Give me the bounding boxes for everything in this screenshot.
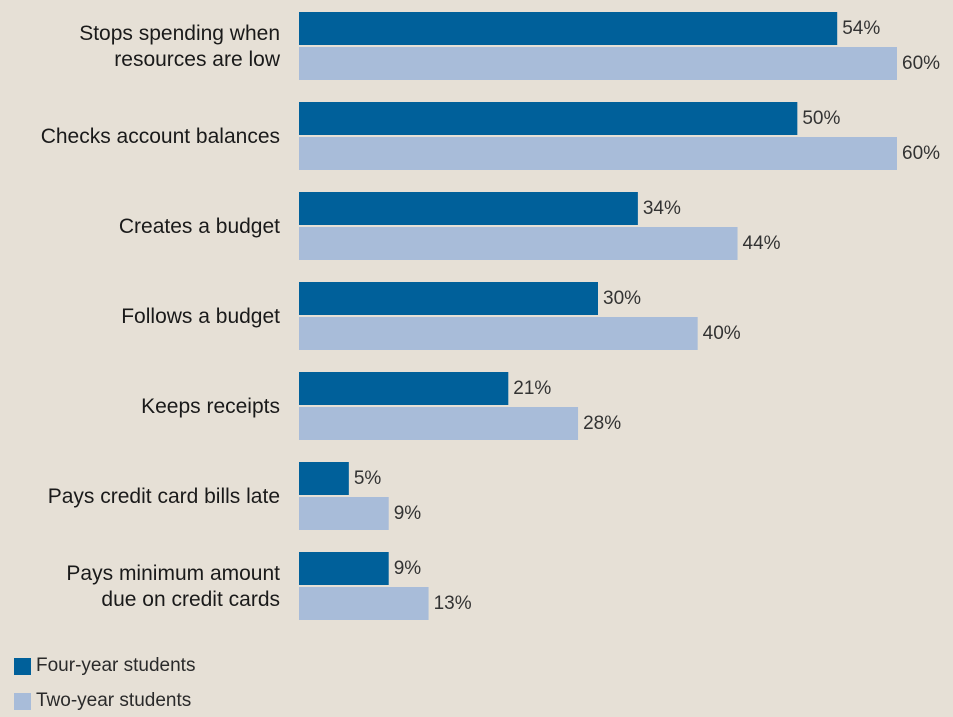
bar-four-year bbox=[299, 372, 509, 405]
value-label-four-year: 50% bbox=[802, 108, 840, 129]
category-label-line: Follows a budget bbox=[121, 305, 280, 328]
value-label-two-year: 13% bbox=[434, 593, 472, 614]
bar-two-year bbox=[299, 497, 389, 530]
bar-four-year bbox=[299, 282, 598, 315]
category-label-line: Checks account balances bbox=[41, 125, 280, 148]
value-label-two-year: 28% bbox=[583, 413, 621, 434]
bar-two-year bbox=[299, 137, 897, 170]
value-label-two-year: 40% bbox=[703, 323, 741, 344]
bar-four-year bbox=[299, 462, 349, 495]
category-label: Pays minimum amount due on credit cards bbox=[66, 562, 280, 611]
bar-two-year bbox=[299, 47, 897, 80]
legend-swatch-four-year bbox=[14, 657, 31, 675]
bar-two-year bbox=[299, 407, 579, 440]
bar-four-year bbox=[299, 12, 838, 45]
value-label-four-year: 34% bbox=[643, 198, 681, 219]
category-label-line: Stops spending when bbox=[79, 22, 280, 45]
legend-four-year: Four-year students bbox=[14, 655, 195, 677]
category-label-line: due on credit cards bbox=[101, 588, 280, 611]
category-label-line: Creates a budget bbox=[119, 215, 280, 238]
value-label-four-year: 30% bbox=[603, 288, 641, 309]
value-label-two-year: 60% bbox=[902, 143, 940, 164]
bar-two-year bbox=[299, 317, 698, 350]
value-label-two-year: 60% bbox=[902, 53, 940, 74]
bar-four-year bbox=[299, 552, 389, 585]
value-label-four-year: 21% bbox=[513, 378, 551, 399]
value-label-four-year: 54% bbox=[842, 18, 880, 39]
bar-four-year bbox=[299, 102, 798, 135]
bar-four-year bbox=[299, 192, 638, 225]
legend-label-four-year: Four-year students bbox=[36, 655, 196, 676]
category-label: Stops spending when resources are low bbox=[79, 22, 281, 71]
category-label: Follows a budget bbox=[121, 305, 280, 328]
category-label-line: resources are low bbox=[114, 48, 281, 71]
value-label-two-year: 9% bbox=[394, 503, 422, 524]
value-label-four-year: 9% bbox=[394, 558, 422, 579]
value-label-four-year: 5% bbox=[354, 468, 382, 489]
category-label: Pays credit card bills late bbox=[48, 485, 280, 508]
value-label-two-year: 44% bbox=[743, 233, 781, 254]
category-label: Checks account balances bbox=[41, 125, 280, 148]
category-label: Keeps receipts bbox=[141, 395, 280, 418]
bar-two-year bbox=[299, 587, 429, 620]
bar-chart: Stops spending when resources are low 54% 6… bbox=[41, 12, 940, 620]
legend-swatch-two-year bbox=[14, 692, 31, 710]
bar-two-year bbox=[299, 227, 738, 260]
category-label: Creates a budget bbox=[119, 215, 280, 238]
category-label-line: Pays credit card bills late bbox=[48, 485, 280, 508]
legend-label-two-year: Two-year students bbox=[36, 690, 192, 711]
category-label-line: Pays minimum amount bbox=[66, 562, 280, 585]
category-label-line: Keeps receipts bbox=[141, 395, 280, 418]
legend-two-year: Two-year students bbox=[14, 690, 191, 712]
